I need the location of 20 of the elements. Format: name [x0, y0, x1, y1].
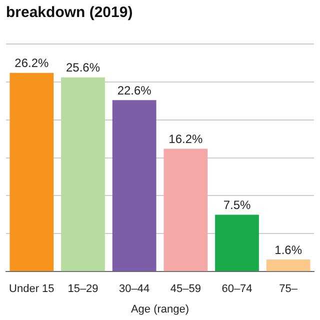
x-tick-label: Under 15	[9, 283, 54, 296]
bar	[215, 214, 259, 272]
bar	[164, 148, 208, 272]
bar	[10, 72, 54, 272]
x-tick-label: 60–74	[222, 283, 252, 296]
data-label: 7.5%	[223, 198, 251, 212]
bar	[266, 259, 310, 272]
x-tick-label: 30–44	[119, 283, 150, 296]
chart-title: breakdown (2019)	[6, 4, 133, 22]
data-label: 16.2%	[168, 132, 204, 146]
data-label: 22.6%	[117, 83, 152, 98]
x-axis-title: Age (range)	[130, 303, 190, 316]
x-tick-label: 75–	[279, 283, 298, 296]
bar	[112, 100, 156, 272]
x-tick-label: 45–59	[170, 283, 201, 296]
x-tick-label: 15–29	[68, 283, 98, 296]
bar	[61, 77, 105, 272]
data-label: 1.6%	[274, 242, 302, 257]
data-label: 25.6%	[66, 60, 100, 75]
data-label: 26.2%	[14, 56, 50, 70]
